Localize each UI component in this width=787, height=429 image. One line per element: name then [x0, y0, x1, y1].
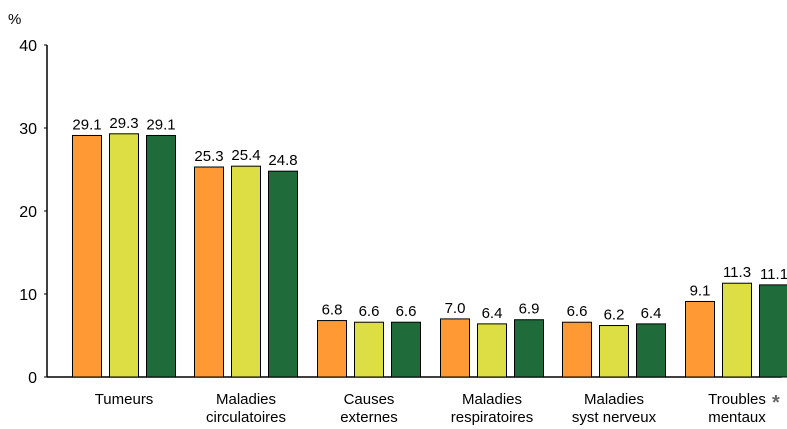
bar-value-label: 6.9 — [519, 301, 540, 318]
bar-value-label: 9.1 — [690, 282, 711, 299]
bar — [231, 165, 261, 378]
bar-value-label: 7.0 — [445, 300, 466, 317]
x-axis-category-label: Tumeurs — [95, 391, 154, 408]
bar — [354, 321, 384, 378]
y-axis-tick-label: 0 — [28, 370, 37, 387]
bar-value-label: 6.2 — [604, 307, 625, 324]
x-axis-category-label: mentaux — [708, 409, 766, 426]
bar-value-label: 25.4 — [231, 147, 260, 164]
bar-value-label: 11.1 — [760, 266, 787, 283]
bar — [109, 133, 139, 378]
x-axis-category-label: syst nerveux — [572, 409, 657, 426]
bar-value-label: 29.1 — [72, 116, 101, 133]
bar — [317, 320, 347, 378]
bar — [146, 134, 176, 378]
bar-value-label: 6.4 — [641, 305, 662, 322]
footnote-asterisk: * — [772, 392, 780, 414]
bar — [599, 325, 629, 378]
bar — [440, 318, 470, 378]
value-labels-group: 29.1 29.3 29.1 25.3 25.4 24.8 6.8 6.6 6.6 7.0 6.4 6… — [72, 115, 787, 324]
bar-value-label: 11.3 — [723, 264, 751, 281]
bar — [722, 282, 752, 378]
y-axis-tick-label: 30 — [19, 121, 37, 138]
y-axis-tick-label: 40 — [19, 38, 37, 55]
bar — [391, 321, 421, 378]
y-axis-tick-label: 20 — [19, 204, 37, 221]
bar — [636, 323, 666, 378]
bar — [268, 170, 298, 378]
x-axis-category-label: Troubles — [708, 391, 766, 408]
y-axis-unit-label: % — [8, 11, 21, 28]
x-axis-category-label: Maladies — [216, 391, 276, 408]
y-axis-tick-label: 10 — [19, 287, 37, 304]
x-axis-category-label: Causes — [344, 391, 395, 408]
bar-value-label: 6.8 — [322, 302, 343, 319]
bar-value-label: 6.4 — [482, 305, 503, 322]
bar-value-label: 25.3 — [194, 148, 223, 165]
bar-value-label: 6.6 — [396, 303, 417, 320]
x-axis-category-label: Maladies — [462, 391, 522, 408]
bar-value-label: 29.3 — [109, 115, 138, 132]
bar — [194, 166, 224, 378]
bar — [685, 300, 715, 378]
bar-value-label: 6.6 — [359, 303, 380, 320]
bar — [72, 134, 102, 378]
bar — [562, 321, 592, 378]
bar — [477, 323, 507, 378]
x-axis-category-label: Maladies — [584, 391, 644, 408]
x-axis-category-label: externes — [340, 409, 398, 426]
x-axis-category-label: respiratoires — [451, 409, 534, 426]
x-axis-category-label: circulatoires — [206, 409, 286, 426]
bar-value-label: 6.6 — [567, 303, 588, 320]
bar — [514, 319, 544, 378]
bar-value-label: 24.8 — [268, 152, 297, 169]
bar — [759, 284, 787, 378]
bar-value-label: 29.1 — [146, 116, 175, 133]
category-labels-group: Tumeurs MaladiescirculatoiresCausesextern… — [95, 391, 767, 426]
bars-group — [72, 133, 787, 378]
